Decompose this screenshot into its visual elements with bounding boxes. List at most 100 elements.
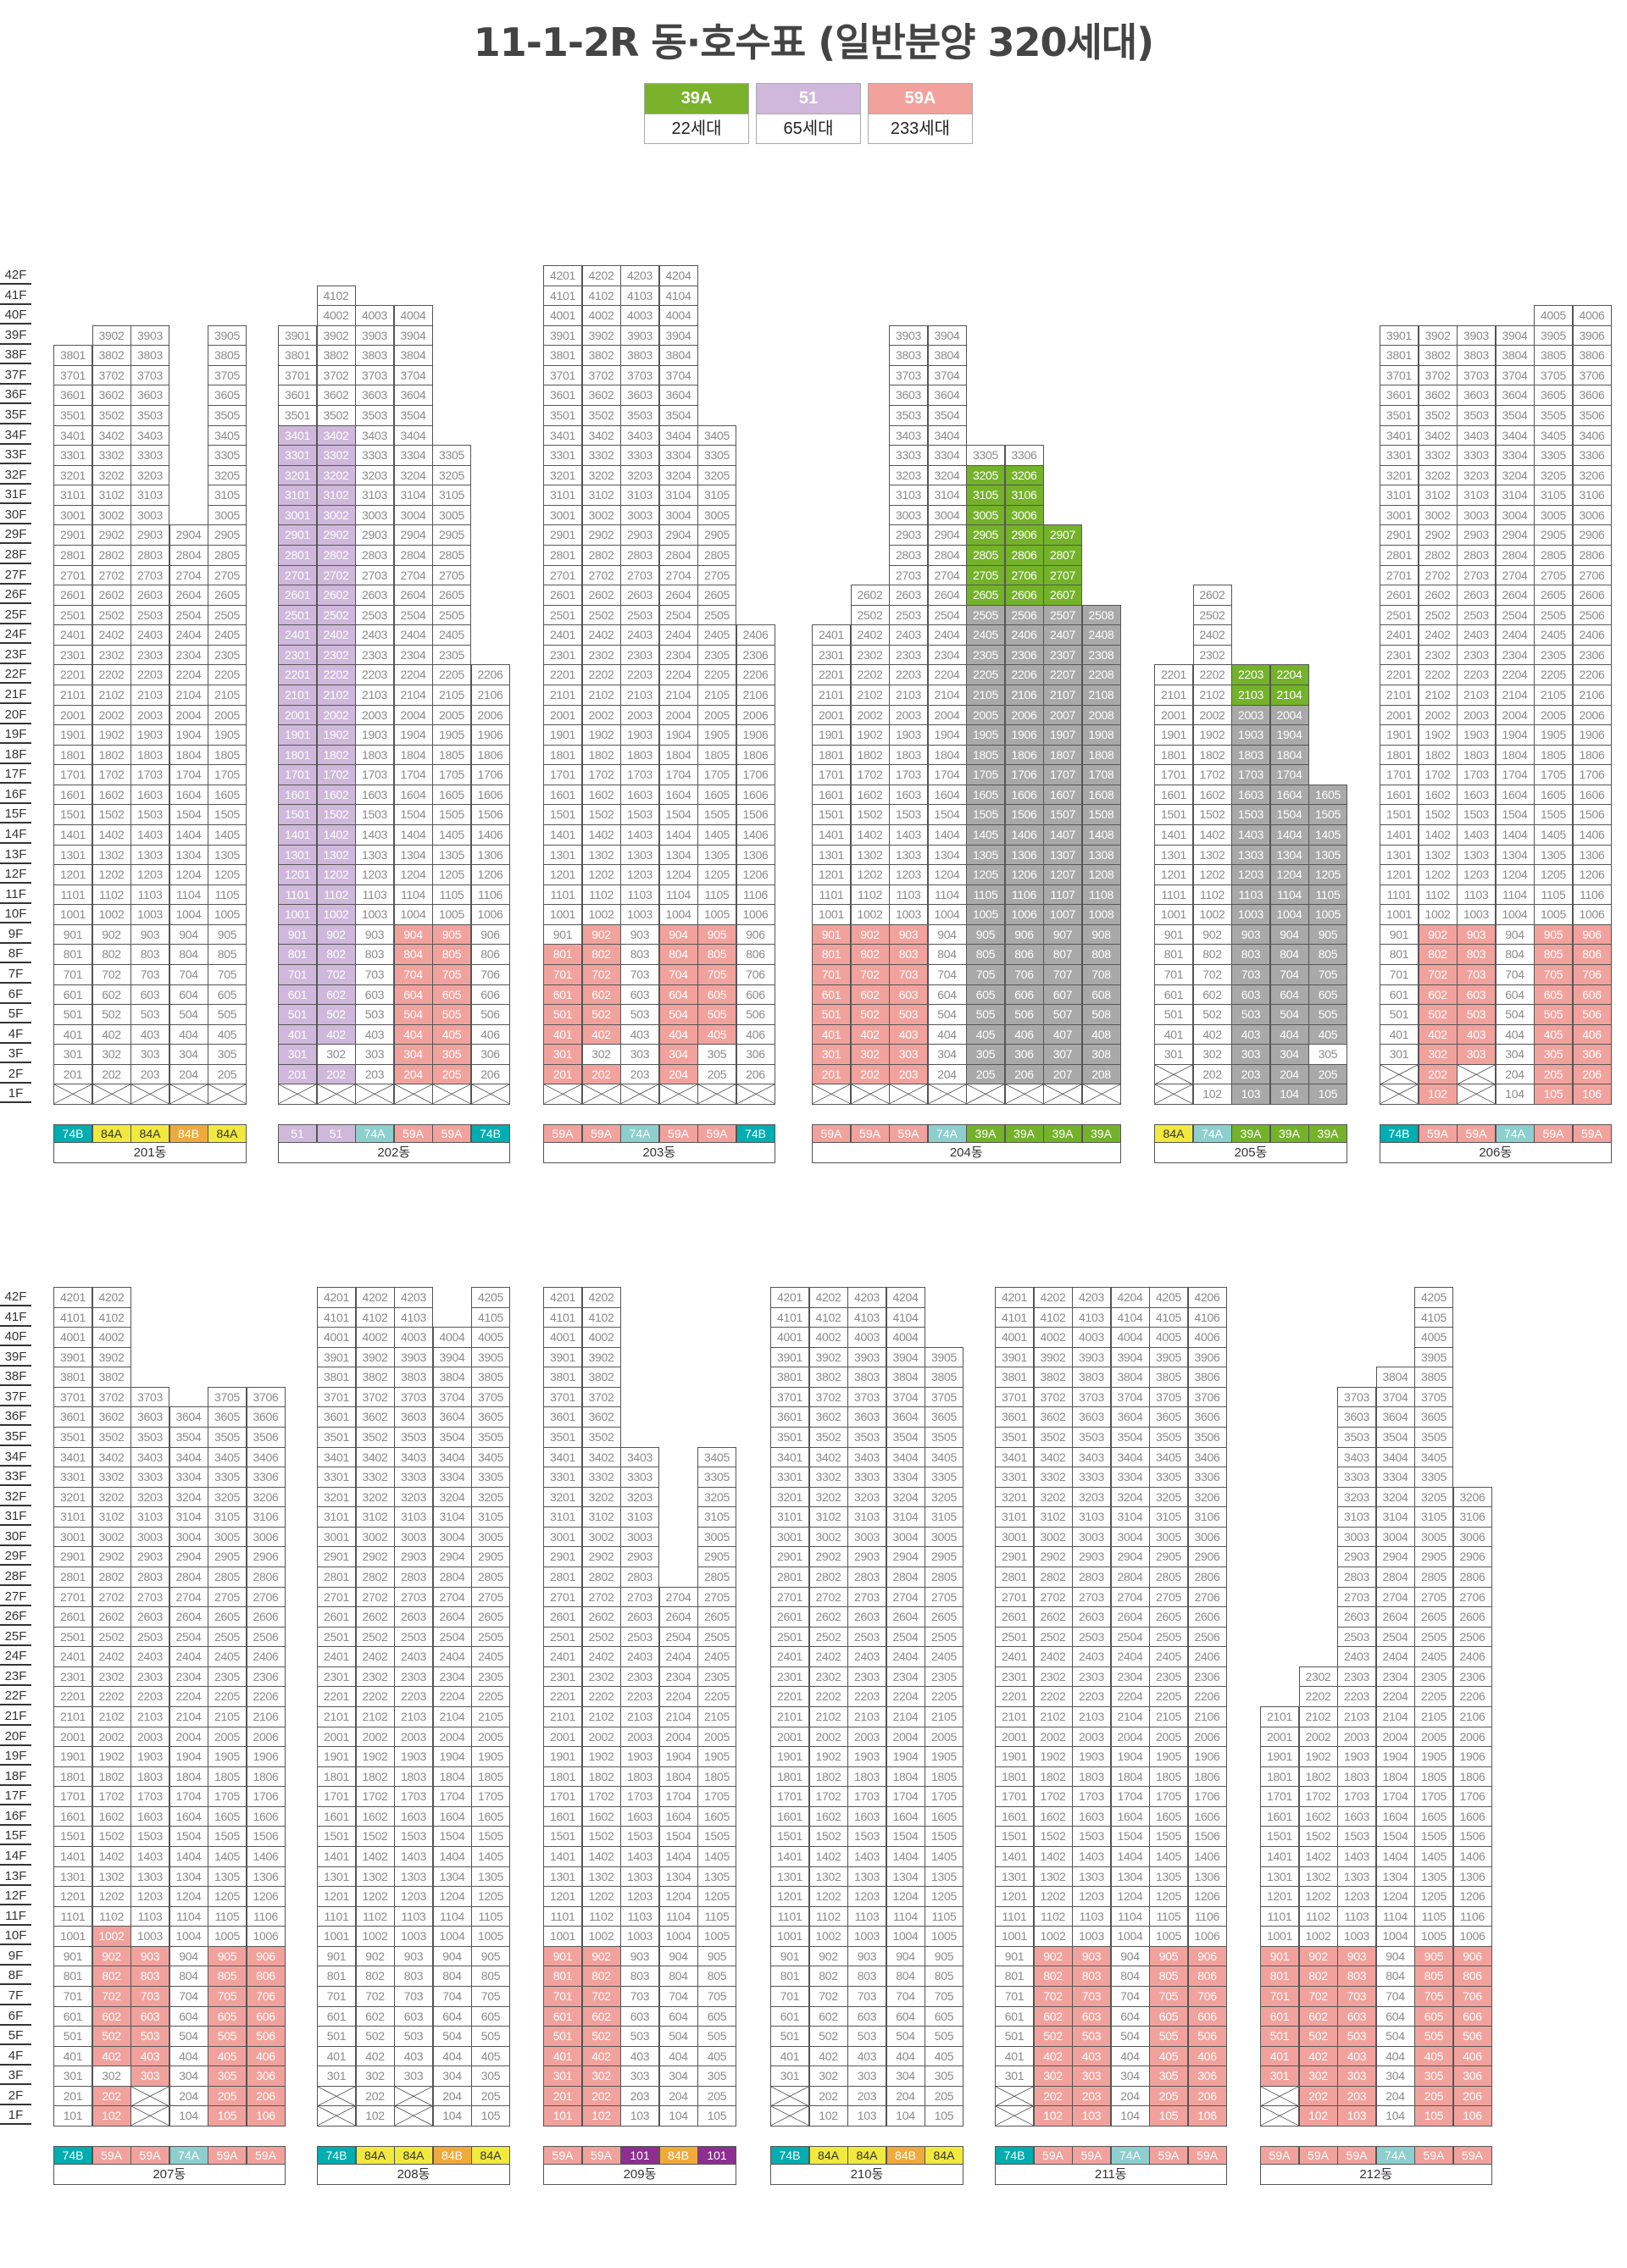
unit-cell: 1502: [1192, 804, 1232, 825]
unit-cell: 3005: [471, 1526, 510, 1548]
unit-cell: 1602: [1033, 1805, 1073, 1827]
unit-cell: 3401: [543, 1446, 582, 1468]
unit-cell: 603: [130, 2005, 169, 2027]
unit-cell: 2106: [1452, 1705, 1492, 1727]
unit-cell: 803: [130, 1966, 169, 1987]
unit-cell: 1904: [658, 1746, 698, 1767]
unit-cell: 803: [889, 944, 928, 965]
unit-cell: 2803: [130, 544, 169, 566]
unit-cell: 2104: [169, 684, 208, 706]
unit-cell: 1503: [1072, 1826, 1111, 1847]
unit-cell: 2203: [1457, 664, 1496, 685]
unit-cell: 1904: [1110, 1746, 1150, 1767]
unit-cell: 3303: [620, 1467, 659, 1488]
unit-cell: 304: [1269, 1044, 1309, 1065]
unit-cell: 2903: [394, 1546, 433, 1567]
unit-cell: 1401: [278, 823, 317, 846]
unit-cell: 2305: [925, 1666, 963, 1688]
unit-cell: 2204: [1269, 664, 1309, 685]
unit-cell: 406: [246, 2045, 286, 2067]
pilotis-cell: [620, 1084, 659, 1105]
unit-cell: 4004: [432, 1327, 472, 1348]
unit-cell: 803: [1337, 1966, 1376, 1987]
unit-cell: 102: [92, 2105, 131, 2127]
unit-cell: 205: [1534, 1063, 1573, 1085]
unit-cell: 1603: [1231, 784, 1270, 806]
unit-cell: 1605: [966, 784, 1005, 806]
unit-cell: 2904: [886, 1546, 925, 1567]
unit-type-label: 59A: [1457, 1123, 1496, 1143]
unit-cell: 1105: [432, 884, 471, 906]
unit-cell: 903: [1072, 1945, 1111, 1967]
unit-cell: 2702: [1033, 1586, 1073, 1608]
unit-cell: 303: [1072, 2066, 1111, 2087]
unit-cell: 1802: [92, 744, 131, 766]
unit-cell: 2703: [130, 1586, 169, 1608]
unit-cell: 1608: [1081, 784, 1121, 806]
unit-cell: 1102: [316, 884, 356, 906]
unit-cell: 2306: [1572, 644, 1612, 666]
unit-cell: 4002: [92, 1327, 131, 1348]
unit-cell: 2104: [1495, 684, 1535, 706]
unit-type-label: 59A: [1337, 2145, 1376, 2165]
unit-cell: 804: [1495, 944, 1535, 965]
unit-cell: 1905: [697, 724, 736, 746]
unit-cell: 1204: [658, 1886, 698, 1907]
unit-cell: 1402: [808, 1845, 848, 1867]
unit-cell: 1401: [1154, 823, 1193, 846]
unit-cell: 301: [278, 1044, 317, 1065]
unit-cell: 2303: [130, 1666, 169, 1688]
unit-cell: 906: [1572, 923, 1612, 945]
unit-cell: 3604: [886, 1406, 925, 1428]
unit-cell: 1501: [543, 1826, 582, 1847]
unit-cell: 2901: [995, 1546, 1034, 1567]
unit-cell: 504: [393, 1004, 433, 1025]
unit-cell: 2601: [53, 585, 92, 606]
unit-cell: 3205: [697, 1486, 736, 1508]
unit-cell: 505: [925, 2026, 963, 2047]
unit-cell: 3501: [770, 1426, 809, 1448]
floor-label: 40F: [0, 305, 31, 325]
unit-cell: 802: [581, 944, 621, 965]
unit-cell: 1606: [470, 784, 510, 806]
unit-cell: 1405: [966, 823, 1005, 846]
unit-cell: 4206: [1187, 1287, 1227, 1308]
unit-cell: 2502: [581, 1626, 621, 1648]
unit-cell: 103: [1072, 2105, 1111, 2127]
unit-cell: 2104: [658, 684, 698, 706]
unit-cell: 3203: [355, 464, 394, 486]
unit-cell: 3504: [1110, 1426, 1150, 1448]
unit-cell: 104: [169, 2105, 208, 2127]
unit-cell: 3402: [92, 1446, 131, 1468]
unit-cell: 1103: [1337, 1905, 1376, 1927]
unit-cell: 605: [208, 984, 247, 1006]
unit-cell: 3505: [1414, 1426, 1453, 1448]
unit-cell: 1105: [208, 884, 247, 906]
unit-cell: 304: [927, 1044, 967, 1065]
unit-cell: 104: [1110, 2105, 1150, 2127]
unit-cell: 3705: [925, 1386, 963, 1408]
unit-cell: 3803: [130, 345, 169, 366]
unit-cell: 1201: [278, 864, 317, 885]
floor-label: 5F: [0, 1004, 31, 1024]
unit-cell: 204: [658, 1063, 698, 1085]
unit-cell: 2907: [1043, 524, 1082, 546]
floor-label: 13F: [0, 1866, 31, 1886]
unit-cell: 208: [1081, 1063, 1121, 1085]
unit-cell: 1904: [1495, 724, 1535, 746]
unit-cell: 903: [1337, 1945, 1376, 1967]
unit-cell: 3402: [1418, 424, 1458, 446]
unit-cell: 904: [169, 923, 208, 945]
unit-cell: 406: [1572, 1023, 1612, 1045]
unit-cell: 2003: [1457, 704, 1496, 726]
unit-cell: 806: [1187, 1966, 1227, 1987]
unit-cell: 1503: [130, 804, 169, 825]
unit-cell: 804: [658, 944, 698, 965]
unit-cell: 3505: [208, 1426, 247, 1448]
unit-cell: 3106: [1004, 485, 1044, 506]
unit-cell: 2904: [169, 1546, 208, 1567]
unit-cell: 1703: [1457, 764, 1496, 785]
unit-cell: 1404: [1110, 1845, 1150, 1867]
unit-cell: 902: [581, 923, 621, 945]
unit-cell: 2302: [808, 1666, 848, 1688]
